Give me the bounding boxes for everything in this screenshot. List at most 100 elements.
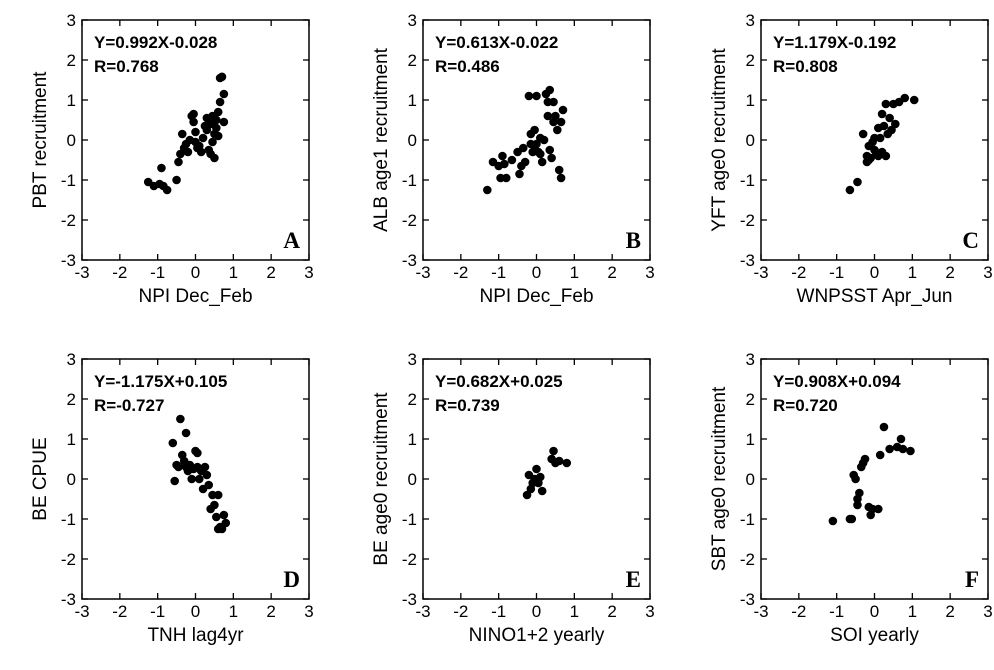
y-tick-label: 1 bbox=[67, 430, 76, 449]
data-point bbox=[543, 111, 553, 121]
y-tick-label: 2 bbox=[746, 51, 755, 70]
x-tick-label: -1 bbox=[491, 263, 506, 282]
y-tick-label: -1 bbox=[740, 171, 755, 190]
x-tick-label: -2 bbox=[791, 602, 806, 621]
x-tick-label: 2 bbox=[607, 602, 616, 621]
correlation-label: R=-0.727 bbox=[94, 396, 164, 415]
x-tick-label: 1 bbox=[229, 263, 238, 282]
data-point bbox=[547, 153, 556, 163]
y-axis-label: ALB age1 recruitment bbox=[371, 47, 392, 231]
data-point bbox=[537, 486, 547, 496]
x-axis-label: NPI Dec_Feb bbox=[138, 286, 252, 307]
data-point bbox=[198, 133, 208, 143]
data-point bbox=[906, 446, 915, 456]
data-point bbox=[532, 91, 541, 101]
regression-equation: Y=0.613X-0.022 bbox=[435, 33, 558, 52]
x-axis-label: WNPSST Apr_Jun bbox=[797, 286, 953, 307]
data-point bbox=[212, 115, 221, 125]
y-tick-label: 2 bbox=[408, 390, 417, 409]
y-tick-label: -2 bbox=[740, 550, 755, 569]
y-tick-label: 1 bbox=[746, 91, 755, 110]
x-tick-label: 1 bbox=[570, 602, 579, 621]
data-point bbox=[174, 157, 183, 167]
data-point bbox=[500, 159, 509, 169]
panel-letter: D bbox=[283, 567, 300, 592]
y-tick-label: 3 bbox=[67, 350, 76, 369]
y-tick-label: 0 bbox=[746, 131, 755, 150]
x-tick-label: -2 bbox=[112, 602, 127, 621]
x-tick-label: 0 bbox=[532, 602, 541, 621]
x-tick-label: -2 bbox=[453, 263, 468, 282]
y-tick-label: -2 bbox=[402, 211, 417, 230]
regression-equation: Y=0.992X-0.028 bbox=[94, 33, 217, 52]
data-point bbox=[501, 173, 511, 183]
correlation-label: R=0.768 bbox=[94, 57, 159, 76]
data-point bbox=[860, 454, 870, 464]
data-point bbox=[176, 414, 185, 424]
x-tick-label: -1 bbox=[150, 602, 165, 621]
data-point bbox=[483, 185, 492, 195]
data-point bbox=[898, 444, 908, 454]
y-tick-label: 0 bbox=[67, 131, 76, 150]
x-tick-label: -3 bbox=[74, 602, 89, 621]
y-tick-label: 3 bbox=[408, 11, 417, 30]
x-tick-label: -1 bbox=[150, 263, 165, 282]
regression-equation: Y=0.908X+0.094 bbox=[773, 372, 901, 391]
x-tick-label: -2 bbox=[112, 263, 127, 282]
data-point bbox=[549, 97, 558, 107]
x-tick-label: -3 bbox=[753, 263, 768, 282]
data-point bbox=[215, 97, 225, 107]
data-point bbox=[847, 514, 857, 524]
y-axis-label: BE CPUE bbox=[30, 437, 51, 520]
correlation-label: R=0.739 bbox=[435, 396, 500, 415]
y-tick-label: 3 bbox=[746, 350, 755, 369]
x-tick-label: -3 bbox=[415, 602, 430, 621]
data-point bbox=[551, 111, 560, 121]
y-axis-label: BE age0 recruitment bbox=[371, 392, 392, 566]
data-point bbox=[213, 107, 223, 117]
panel-letter: B bbox=[626, 228, 641, 253]
y-tick-label: 0 bbox=[408, 131, 417, 150]
data-point bbox=[845, 185, 855, 195]
y-tick-label: 1 bbox=[746, 430, 755, 449]
data-point bbox=[524, 91, 534, 101]
data-point bbox=[545, 145, 555, 155]
y-axis-label: SBT age0 recruitment bbox=[709, 386, 730, 571]
x-tick-label: 2 bbox=[607, 263, 616, 282]
panel-letter: F bbox=[965, 567, 979, 592]
data-point bbox=[851, 474, 860, 484]
data-point bbox=[196, 147, 206, 157]
x-tick-label: 1 bbox=[908, 602, 917, 621]
x-tick-label: 0 bbox=[870, 263, 879, 282]
data-point bbox=[532, 464, 541, 474]
data-point bbox=[855, 488, 864, 498]
x-tick-label: 1 bbox=[229, 602, 238, 621]
x-tick-label: 2 bbox=[945, 263, 954, 282]
x-tick-label: 0 bbox=[532, 263, 541, 282]
x-tick-label: -3 bbox=[415, 263, 430, 282]
regression-equation: Y=1.179X-0.192 bbox=[773, 33, 896, 52]
y-tick-label: 0 bbox=[67, 470, 76, 489]
x-tick-label: 3 bbox=[645, 602, 654, 621]
data-point bbox=[881, 99, 891, 109]
y-tick-label: -1 bbox=[740, 510, 755, 529]
data-point bbox=[875, 450, 885, 460]
y-tick-label: 1 bbox=[67, 91, 76, 110]
data-point bbox=[210, 153, 219, 163]
data-point bbox=[545, 85, 555, 95]
x-axis-label: NINO1+2 yearly bbox=[469, 625, 605, 646]
x-tick-label: 2 bbox=[945, 602, 954, 621]
data-point bbox=[853, 500, 862, 510]
y-tick-label: -3 bbox=[61, 590, 76, 609]
data-point bbox=[498, 151, 507, 161]
data-point bbox=[219, 89, 229, 99]
data-point bbox=[170, 476, 179, 486]
panel-f: -3-3 -2 -2 -1 -1 0 0 1 1 2 2 3 3 Y=0.908X+0.094 R=0.72… bbox=[709, 350, 993, 646]
data-point bbox=[187, 474, 197, 484]
x-tick-label: 0 bbox=[191, 602, 200, 621]
panel-letter: E bbox=[626, 567, 641, 592]
data-point bbox=[219, 117, 229, 127]
data-point bbox=[177, 129, 187, 139]
data-point bbox=[191, 127, 200, 137]
